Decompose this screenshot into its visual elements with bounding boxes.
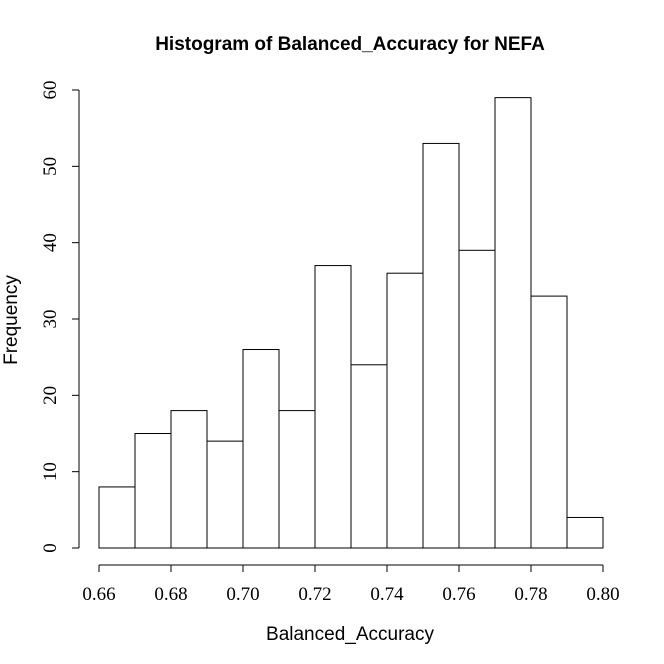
x-axis: 0.66 0.68 0.70 0.72 0.74 0.76 0.78 0.80 bbox=[82, 564, 620, 605]
x-tick-label: 0.66 bbox=[82, 584, 115, 605]
histogram-bar bbox=[566, 516, 604, 549]
y-tick-label: 10 bbox=[40, 462, 61, 481]
histogram-bar bbox=[206, 440, 244, 549]
y-tick-label: 30 bbox=[40, 310, 61, 329]
x-tick-label: 0.74 bbox=[370, 584, 404, 605]
histogram-bar bbox=[278, 410, 316, 549]
y-tick-label: 50 bbox=[40, 157, 61, 176]
y-tick-label: 20 bbox=[40, 386, 61, 405]
x-axis-label: Balanced_Accuracy bbox=[266, 624, 434, 645]
histogram-bar bbox=[242, 349, 280, 549]
y-tick-label: 40 bbox=[40, 233, 61, 252]
x-tick-label: 0.68 bbox=[154, 584, 187, 605]
x-tick-label: 0.78 bbox=[514, 584, 547, 605]
y-tick-label: 0 bbox=[40, 543, 61, 553]
y-axis-label: Frequency bbox=[1, 275, 22, 365]
histogram-bar bbox=[98, 486, 136, 549]
y-axis: 0 10 20 30 40 50 60 bbox=[40, 81, 80, 553]
y-tick-label: 60 bbox=[40, 81, 61, 100]
bars-group bbox=[98, 97, 604, 549]
x-tick-label: 0.70 bbox=[226, 584, 259, 605]
histogram-bar bbox=[422, 142, 460, 549]
histogram-bar bbox=[314, 265, 352, 549]
x-tick-label: 0.80 bbox=[586, 584, 619, 605]
histogram-bar bbox=[134, 433, 172, 549]
histogram-bar bbox=[170, 410, 208, 549]
chart-title: Histogram of Balanced_Accuracy for NEFA bbox=[155, 34, 545, 55]
histogram-bar bbox=[386, 272, 424, 549]
x-tick-label: 0.76 bbox=[442, 584, 475, 605]
x-tick-label: 0.72 bbox=[298, 584, 331, 605]
histogram-bar bbox=[530, 295, 568, 549]
histogram-bar bbox=[458, 249, 496, 549]
histogram-bar bbox=[494, 97, 532, 549]
histogram-bar bbox=[350, 364, 388, 549]
